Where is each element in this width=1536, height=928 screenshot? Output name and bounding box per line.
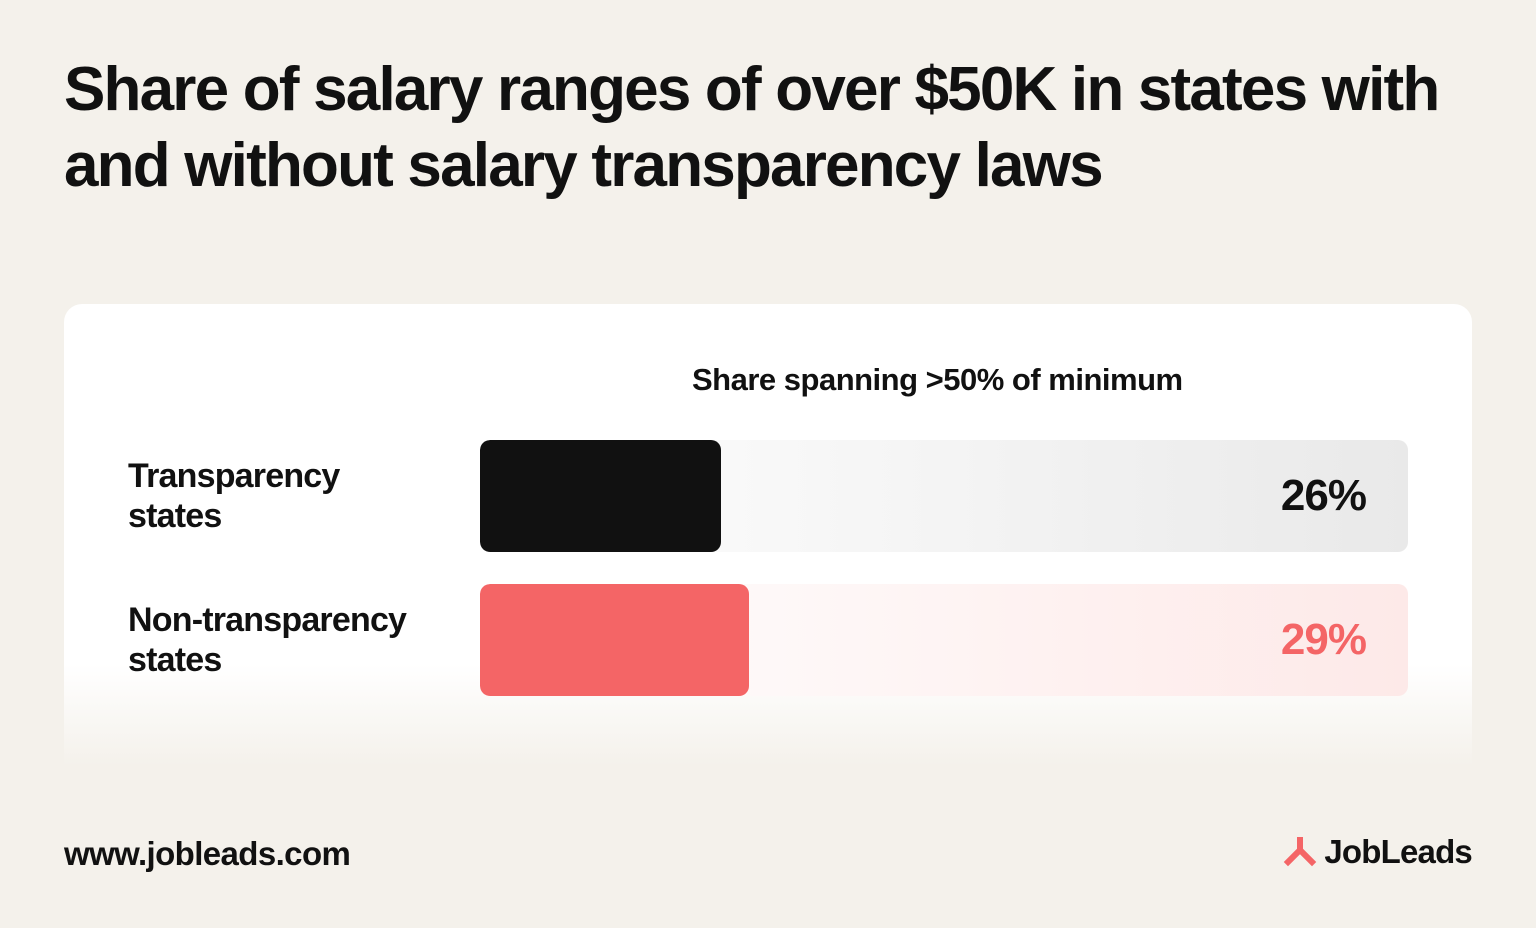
- category-label-line: Non-transparency: [128, 601, 407, 639]
- category-label-transparency: Transparency states: [128, 456, 458, 536]
- category-label-line: Transparency: [128, 457, 340, 495]
- brand-logo: JobLeads: [1282, 832, 1473, 872]
- bar-track-transparency: 26%: [480, 440, 1408, 552]
- chart-subtitle: Share spanning >50% of minimum: [692, 362, 1183, 397]
- bar-transparency: [480, 440, 722, 552]
- jobleads-logo-icon: [1284, 837, 1317, 867]
- category-label-non-transparency: Non-transparency states: [128, 600, 458, 680]
- chart-title: Share of salary ranges of over $50K in s…: [64, 55, 1440, 200]
- value-label-non-transparency: 29%: [1280, 615, 1367, 664]
- value-label-transparency: 26%: [1280, 471, 1367, 520]
- footer-url: www.jobleads.com: [64, 835, 351, 872]
- category-label-line: states: [128, 497, 222, 535]
- category-label-line: states: [128, 641, 222, 679]
- bar-track-non-transparency: 29%: [480, 584, 1408, 696]
- brand-name: JobLeads: [1324, 833, 1472, 870]
- bar-non-transparency: [480, 584, 750, 696]
